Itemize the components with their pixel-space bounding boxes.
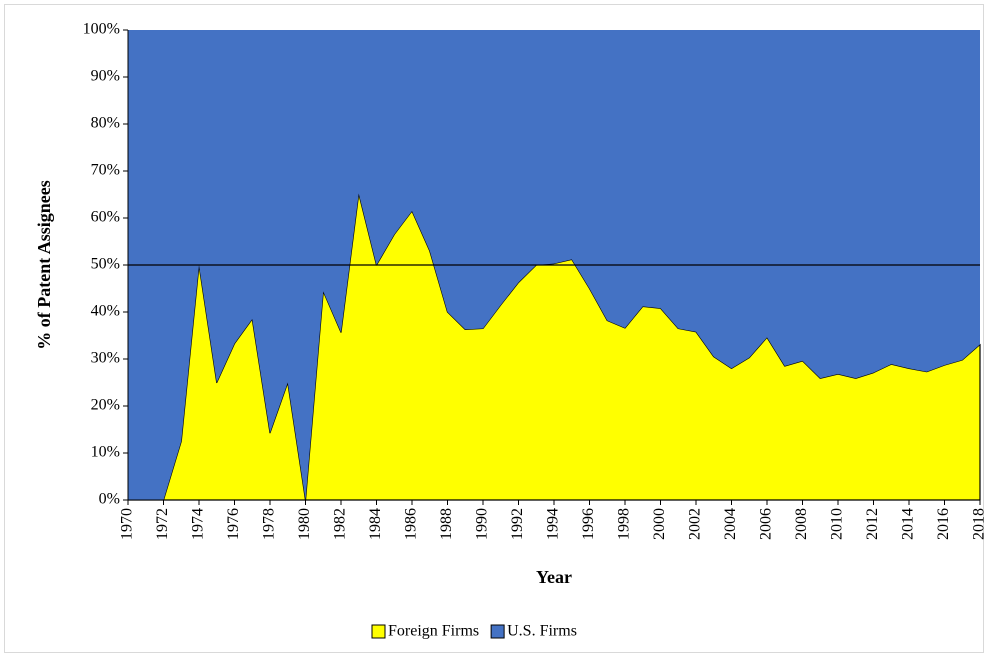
y-tick-label: 90%	[91, 68, 120, 85]
x-tick-label: 2006	[758, 508, 775, 540]
x-tick-label: 2018	[971, 508, 988, 540]
y-tick-label: 40%	[91, 303, 120, 320]
x-tick-label: 2014	[900, 508, 917, 540]
x-tick-label: 1976	[225, 508, 242, 540]
x-tick-label: 1994	[545, 508, 562, 540]
x-tick-label: 1980	[296, 508, 313, 540]
x-tick-label: 1972	[154, 508, 171, 540]
y-tick-label: 30%	[91, 350, 120, 367]
x-axis-title: Year	[536, 567, 572, 587]
y-tick-label: 10%	[91, 444, 120, 461]
y-tick-label: 70%	[91, 162, 120, 179]
x-tick-label: 1974	[190, 508, 207, 540]
x-tick-label: 2012	[864, 508, 881, 540]
x-tick-label: 1978	[261, 508, 278, 540]
legend-swatch	[371, 624, 386, 639]
y-tick-label: 0%	[99, 491, 120, 508]
x-tick-label: 2016	[935, 508, 952, 540]
area	[128, 30, 980, 500]
legend-swatch	[490, 624, 505, 639]
legend-label: U.S. Firms	[507, 623, 577, 640]
y-tick-label: 50%	[91, 256, 120, 273]
x-tick-label: 1992	[509, 508, 526, 540]
x-tick-label: 2004	[722, 508, 739, 540]
x-tick-label: 1986	[403, 508, 420, 540]
x-tick-label: 2000	[651, 508, 668, 540]
x-tick-label: 1996	[580, 508, 597, 540]
x-tick-label: 2010	[829, 508, 846, 540]
x-tick-label: 1984	[367, 508, 384, 540]
x-tick-label: 1970	[119, 508, 136, 540]
x-tick-label: 1982	[332, 508, 349, 540]
x-tick-label: 1998	[616, 508, 633, 540]
x-tick-label: 2002	[687, 508, 704, 540]
y-tick-label: 60%	[91, 209, 120, 226]
y-tick-label: 100%	[83, 21, 120, 38]
y-tick-label: 20%	[91, 397, 120, 414]
legend-label: Foreign Firms	[388, 623, 479, 640]
x-tick-label: 1988	[438, 508, 455, 540]
y-axis-title: % of Patent Assignees	[34, 180, 54, 350]
x-tick-label: 1990	[474, 508, 491, 540]
y-tick-label: 80%	[91, 115, 120, 132]
x-tick-label: 2008	[793, 508, 810, 540]
